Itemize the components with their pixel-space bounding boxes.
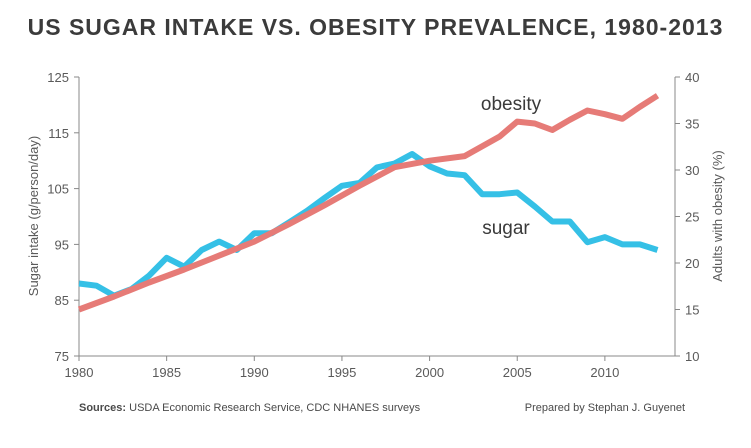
x-tick-label: 2005 (503, 365, 532, 380)
series-label-sugar: sugar (482, 218, 530, 239)
y-left-tick-label: 125 (47, 70, 69, 85)
x-tick-label: 2000 (415, 365, 444, 380)
y-left-tick-label: 75 (55, 349, 69, 364)
y-axis-label-left: Sugar intake (g/person/day) (26, 136, 41, 296)
series-lines (77, 93, 660, 313)
y-left-tick-label: 105 (47, 182, 69, 197)
y-right-tick-label: 10 (685, 349, 699, 364)
y-left-tick-label: 95 (55, 237, 69, 252)
y-axis-label-right: Adults with obesity (%) (710, 150, 725, 282)
y-right-tick-label: 40 (685, 70, 699, 85)
x-tick-label: 1995 (327, 365, 356, 380)
chart-title: US SUGAR INTAKE VS. OBESITY PREVALENCE, … (27, 14, 724, 40)
series-line-sugar (78, 151, 659, 299)
x-tick-label: 2010 (590, 365, 619, 380)
sources-label: Sources: (79, 402, 127, 414)
y-right-tick-label: 30 (685, 163, 699, 178)
y-right-tick-label: 20 (685, 256, 699, 271)
x-tick-label: 1990 (240, 365, 269, 380)
series-label-obesity: obesity (481, 94, 542, 115)
axes (78, 77, 676, 357)
y-left-tick-label: 115 (48, 126, 69, 141)
tick-labels: 1980 1985 1990 1995 2000 2005 2010758595105115… (47, 70, 699, 380)
x-tick-label: 1980 (65, 365, 94, 380)
y-right-tick-label: 15 (685, 303, 699, 318)
y-left-tick-label: 85 (55, 293, 69, 308)
sources-text: USDA Economic Research Service, CDC NHAN… (126, 402, 421, 414)
y-right-tick-label: 35 (685, 117, 699, 132)
y-right-tick-label: 25 (685, 210, 699, 225)
series-line-obesity (77, 93, 660, 313)
x-tick-label: 1985 (152, 365, 181, 380)
footer-credit: Prepared by Stephan J. Guyenet (524, 402, 685, 414)
footer-sources: Sources: USDA Economic Research Service,… (79, 402, 420, 414)
